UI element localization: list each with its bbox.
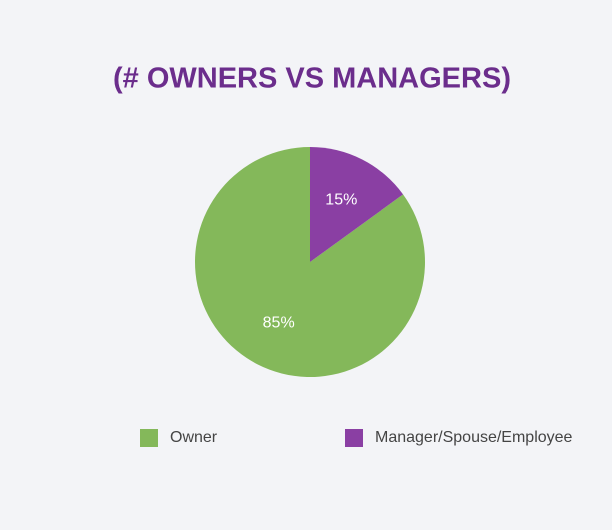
value-label: 15% [325, 192, 357, 209]
legend-item: Owner [140, 427, 330, 449]
chart-title: (# OWNERS VS MANAGERS) [113, 63, 511, 95]
legend-label: Manager/Spouse/Employee [375, 429, 573, 446]
legend-swatch [345, 429, 363, 447]
value-label: 85% [263, 315, 295, 332]
pie-slice [310, 147, 404, 262]
legend-swatch [140, 429, 158, 447]
legend-label: Owner [170, 429, 218, 446]
pie-slice [195, 147, 426, 377]
legend-item: Manager/Spouse/Employee [345, 427, 573, 449]
